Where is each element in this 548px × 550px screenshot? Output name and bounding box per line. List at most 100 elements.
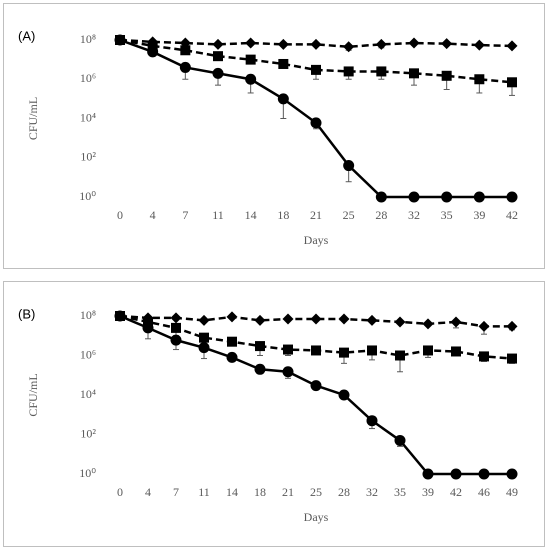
marker: [343, 160, 355, 172]
x-tick-label: 46: [478, 485, 490, 499]
x-tick-label: 32: [408, 208, 420, 222]
marker: [170, 334, 182, 346]
x-tick-label: 49: [506, 485, 518, 499]
y-tick-label: 10⁸: [80, 32, 96, 46]
y-tick-label: 10²: [80, 150, 96, 164]
marker: [479, 351, 489, 362]
marker: [450, 316, 462, 328]
marker: [255, 341, 265, 352]
y-tick-label: 10⁰: [79, 466, 96, 480]
x-axis-label: Days: [304, 233, 329, 247]
marker: [478, 320, 490, 332]
y-tick-label: 10⁶: [80, 71, 96, 85]
x-tick-label: 18: [277, 208, 289, 222]
marker: [310, 380, 322, 392]
y-axis-label: CFU/mL: [26, 373, 40, 416]
x-axis-label: Days: [304, 510, 329, 524]
marker: [114, 310, 126, 322]
marker: [507, 77, 517, 88]
marker: [367, 345, 377, 356]
marker: [441, 191, 453, 203]
marker: [171, 322, 181, 333]
marker: [408, 191, 420, 203]
marker: [147, 46, 159, 58]
marker: [376, 66, 387, 77]
marker: [474, 74, 485, 85]
marker: [366, 314, 378, 326]
x-tick-label: 0: [117, 485, 123, 499]
x-tick-label: 14: [245, 208, 257, 222]
marker: [310, 38, 322, 50]
marker: [423, 345, 433, 356]
marker: [227, 336, 237, 347]
x-tick-label: 21: [282, 485, 294, 499]
marker: [338, 313, 350, 325]
marker: [310, 313, 322, 325]
x-tick-label: 7: [173, 485, 179, 499]
x-tick-label: 32: [366, 485, 378, 499]
x-tick-label: 42: [450, 485, 462, 499]
marker: [310, 117, 322, 129]
x-tick-label: 39: [422, 485, 434, 499]
marker: [408, 37, 420, 49]
marker: [506, 468, 518, 480]
marker: [507, 353, 517, 364]
x-tick-label: 18: [254, 485, 266, 499]
marker: [212, 38, 224, 50]
marker: [213, 51, 223, 62]
marker: [311, 64, 321, 75]
marker: [338, 389, 350, 401]
marker: [254, 363, 266, 375]
marker: [473, 191, 485, 203]
x-tick-label: 7: [182, 208, 188, 222]
marker: [277, 38, 289, 50]
marker: [441, 38, 453, 50]
marker: [198, 342, 210, 354]
marker: [282, 366, 294, 378]
marker: [277, 93, 289, 105]
marker: [212, 67, 224, 79]
marker: [441, 70, 452, 81]
marker: [506, 191, 518, 203]
x-tick-label: 14: [226, 485, 238, 499]
y-tick-label: 10⁴: [80, 387, 96, 401]
marker: [245, 54, 256, 65]
y-tick-label: 10²: [80, 426, 96, 440]
x-tick-label: 4: [150, 208, 156, 222]
marker: [409, 68, 419, 79]
marker: [245, 73, 257, 85]
marker: [506, 320, 518, 332]
y-tick-label: 10⁰: [79, 189, 96, 203]
marker: [375, 38, 387, 50]
marker: [478, 468, 490, 480]
panel-border: [3, 281, 545, 547]
x-tick-label: 0: [117, 208, 123, 222]
marker: [245, 37, 257, 49]
marker: [451, 346, 461, 357]
x-tick-label: 35: [394, 485, 406, 499]
marker: [422, 318, 434, 330]
x-tick-label: 42: [506, 208, 518, 222]
x-tick-label: 35: [441, 208, 453, 222]
x-tick-label: 28: [338, 485, 350, 499]
marker: [142, 322, 154, 334]
panel-label: (A): [18, 28, 35, 43]
marker: [254, 314, 266, 326]
marker: [343, 41, 355, 53]
x-tick-label: 39: [473, 208, 485, 222]
y-axis-label: CFU/mL: [26, 97, 40, 140]
panel-label: (B): [18, 306, 35, 321]
x-tick-label: 11: [212, 208, 224, 222]
marker: [180, 45, 191, 56]
marker: [450, 468, 462, 480]
marker: [311, 345, 321, 356]
x-tick-label: 25: [310, 485, 322, 499]
marker: [422, 468, 434, 480]
marker: [199, 332, 209, 343]
marker: [143, 316, 153, 327]
x-tick-label: 11: [198, 485, 210, 499]
x-tick-label: 25: [343, 208, 355, 222]
marker: [339, 347, 349, 358]
marker: [282, 313, 294, 325]
